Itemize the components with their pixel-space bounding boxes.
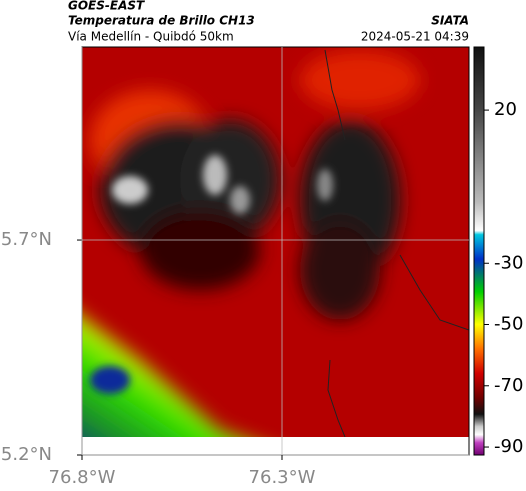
lon-tick-label: 76.8°W xyxy=(49,467,116,488)
lat-tick-label: 5.2°N xyxy=(1,444,52,465)
colorbar-tick-label: -30 xyxy=(494,252,523,273)
colorbar xyxy=(473,46,485,456)
region: Vía Medellín - Quibdó 50km xyxy=(68,30,234,44)
lon-tick-label: 76.3°W xyxy=(249,467,316,488)
product: Temperatura de Brillo CH13 xyxy=(68,14,255,28)
colorbar-tick-label: 20 xyxy=(494,99,517,120)
timestamp: 2024-05-21 04:39 xyxy=(361,30,469,44)
source: SIATA xyxy=(431,14,469,28)
colorbar-tick-label: -90 xyxy=(494,436,523,457)
colorbar-tick-label: -50 xyxy=(494,314,523,335)
colorbar-tick-label: -70 xyxy=(494,375,523,396)
satellite-image xyxy=(82,47,469,437)
lat-tick-label: 5.7°N xyxy=(1,229,52,250)
satellite: GOES-EAST xyxy=(68,0,145,13)
